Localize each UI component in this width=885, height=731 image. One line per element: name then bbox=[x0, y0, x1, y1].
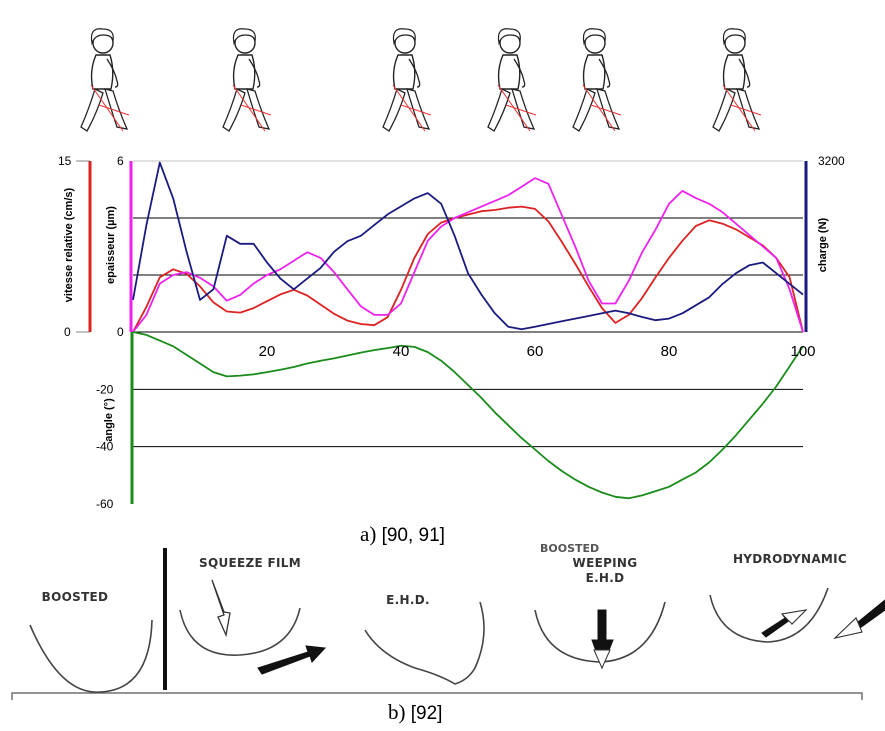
tick-label-left-inner: 6 bbox=[117, 154, 124, 168]
boosted-cup bbox=[29, 619, 153, 693]
tick-label-x: 80 bbox=[661, 343, 678, 360]
hydro-arrow-outer-tip bbox=[833, 617, 863, 639]
series-line bbox=[132, 177, 804, 333]
axis-label-right: charge (N) bbox=[817, 217, 829, 272]
weeping-arrow-tip bbox=[593, 649, 611, 670]
hydro-arrow-inner-tip bbox=[780, 609, 808, 625]
ehd-cup bbox=[364, 601, 485, 685]
walker-figure bbox=[382, 28, 432, 132]
hydro-cup bbox=[709, 587, 829, 643]
tick-label-x: 20 bbox=[259, 343, 276, 360]
walker-figure bbox=[80, 28, 130, 132]
axis-label-left-inner: epaisseur (µm) bbox=[105, 206, 117, 284]
tick-label-right: 3200 bbox=[818, 154, 845, 168]
walker-figure bbox=[487, 28, 537, 132]
walker-figure bbox=[712, 28, 762, 132]
caption-b: b) [92] bbox=[388, 700, 443, 724]
squeeze-arrow-down bbox=[211, 579, 231, 638]
tick-label-left-outer: 15 bbox=[58, 154, 72, 168]
tick-label-x: 60 bbox=[527, 343, 544, 360]
caption-a: a) [90, 91] bbox=[360, 522, 445, 546]
tick-label-lower: -20 bbox=[96, 382, 114, 396]
tick-label-lower: -60 bbox=[96, 497, 114, 511]
regime-label-squeeze-film: SQUEEZE FILM bbox=[199, 556, 301, 570]
tick-label-left-inner: 0 bbox=[117, 325, 124, 339]
series-line bbox=[132, 331, 804, 500]
lubrication-regimes-diagram: BOOSTED bbox=[11, 542, 885, 700]
axis-label-left-outer: vitesse relative (cm/s) bbox=[63, 187, 75, 302]
squeeze-arrow-right bbox=[257, 645, 327, 675]
regime-label-partial: BOOSTED bbox=[540, 542, 599, 555]
regime-label-weeping-ehd: WEEPING E.H.D bbox=[572, 556, 638, 585]
walking-figures bbox=[80, 28, 762, 132]
squeeze-cup bbox=[179, 607, 301, 656]
ground-plate bbox=[11, 692, 863, 700]
regime-label-hydrodynamic: HYDRODYNAMIC bbox=[732, 552, 848, 566]
tick-label-x: 40 bbox=[393, 343, 410, 360]
regime-label-boosted: BOOSTED bbox=[41, 590, 109, 604]
axis-label-lower: angle (°) bbox=[103, 398, 115, 442]
regime-label-ehd: E.H.D. bbox=[386, 593, 430, 607]
walker-figure bbox=[222, 28, 272, 132]
tick-label-x: 100 bbox=[790, 343, 815, 360]
series-line bbox=[132, 161, 804, 331]
walker-figure bbox=[572, 28, 622, 132]
tick-label-lower: -40 bbox=[96, 440, 114, 454]
tick-label-left-outer: 0 bbox=[64, 325, 71, 339]
series-line bbox=[132, 205, 804, 333]
